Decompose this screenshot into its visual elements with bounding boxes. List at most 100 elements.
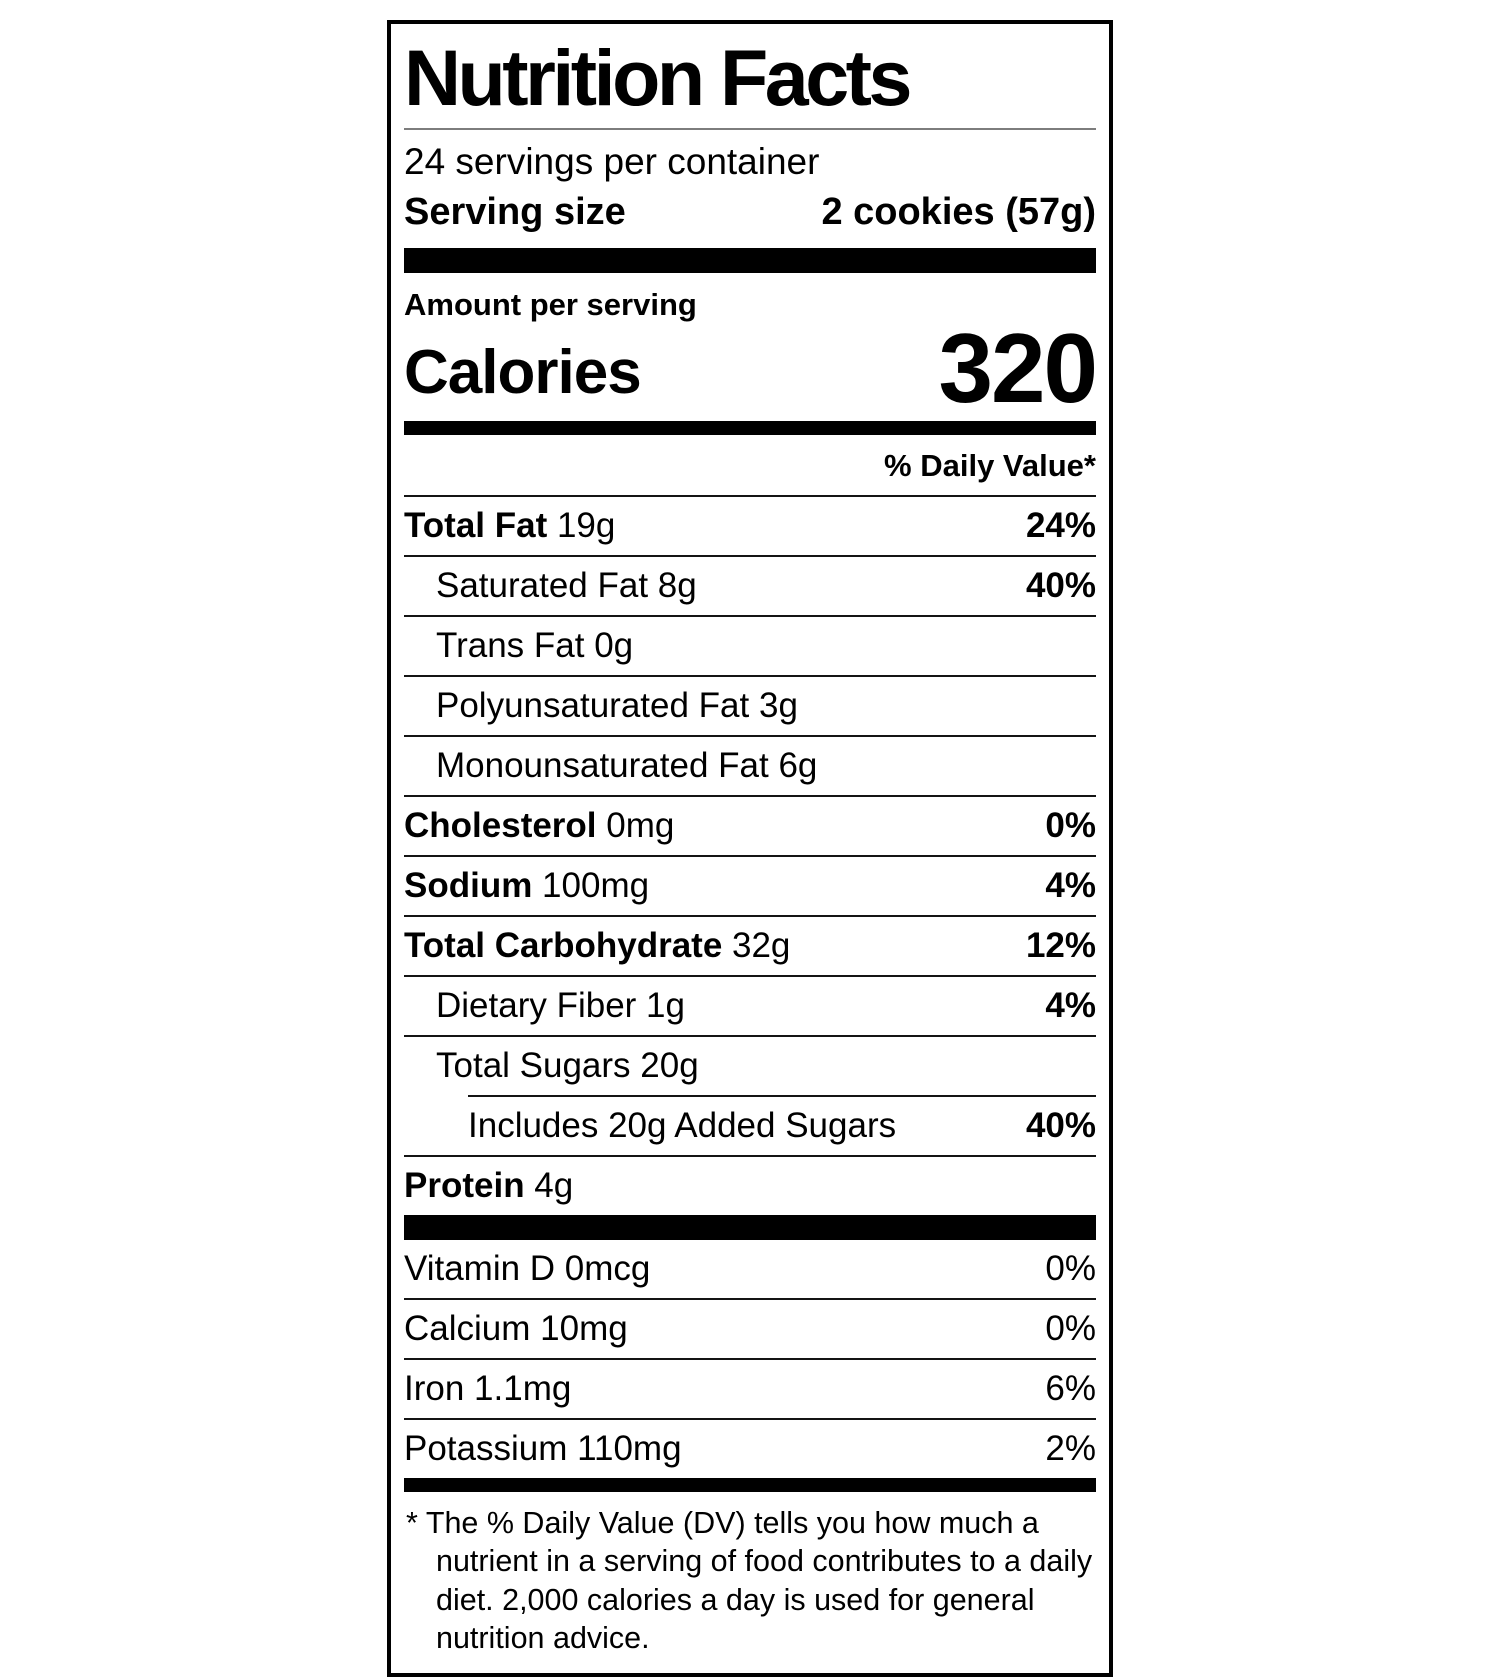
vitamin-amount: 10mg bbox=[530, 1308, 628, 1348]
nutrient-amount: 0mg bbox=[596, 805, 675, 845]
nutrient-row: Sodium 100mg 4% bbox=[404, 854, 1096, 915]
row-divider bbox=[468, 1094, 1096, 1097]
footnote-body: The % Daily Value (DV) tells you how muc… bbox=[425, 1505, 1093, 1655]
section-bar-thick-vitamins bbox=[404, 1214, 1096, 1240]
nutrient-row-label: Saturated Fat 8g bbox=[436, 566, 697, 606]
vitamin-daily-value: 2% bbox=[1045, 1428, 1096, 1468]
nutrient-daily-value: 40% bbox=[1025, 1105, 1096, 1145]
nutrient-amount: 3g bbox=[749, 685, 798, 725]
vitamin-name: Potassium bbox=[404, 1428, 568, 1468]
row-divider bbox=[404, 614, 1096, 617]
vitamin-row-label: Calcium 10mg bbox=[404, 1309, 628, 1349]
nutrient-amount: 1g bbox=[636, 985, 685, 1025]
daily-value-header: % Daily Value* bbox=[884, 447, 1096, 483]
nutrient-name: Trans Fat bbox=[436, 625, 585, 665]
vitamin-row: Iron 1.1mg 6% bbox=[404, 1357, 1096, 1418]
row-divider bbox=[404, 794, 1096, 797]
nutrient-name: Total Carbohydrate bbox=[404, 925, 723, 965]
nutrient-row: Total Sugars 20g bbox=[404, 1034, 1096, 1095]
nutrient-row: Saturated Fat 8g 40% bbox=[404, 554, 1096, 615]
nutrition-facts-label: Nutrition Facts 24 servings per containe… bbox=[387, 20, 1113, 1677]
footnote-text: * The % Daily Value (DV) tells you how m… bbox=[406, 1504, 1096, 1658]
nutrient-row-label: Polyunsaturated Fat 3g bbox=[436, 686, 798, 726]
nutrient-row-label: Protein 4g bbox=[404, 1166, 573, 1206]
nutrient-row: Polyunsaturated Fat 3g bbox=[404, 674, 1096, 735]
row-divider bbox=[404, 1034, 1096, 1037]
nutrient-name: Protein bbox=[404, 1165, 525, 1205]
nutrient-row-label: Cholesterol 0mg bbox=[404, 806, 674, 846]
section-bar-mid-footnote bbox=[404, 1477, 1096, 1492]
serving-size-row: Serving size 2 cookies (57g) bbox=[404, 187, 1096, 248]
nutrient-amount: 8g bbox=[648, 565, 697, 605]
vitamin-daily-value: 6% bbox=[1045, 1368, 1096, 1408]
nutrient-name: Saturated Fat bbox=[436, 565, 649, 605]
nutrient-daily-value: 12% bbox=[1025, 925, 1096, 965]
row-divider bbox=[404, 1417, 1096, 1420]
nutrient-daily-value: 4% bbox=[1045, 865, 1096, 905]
vitamin-daily-value: 0% bbox=[1045, 1248, 1096, 1288]
vitamin-row: Vitamin D 0mcg 0% bbox=[404, 1240, 1096, 1298]
calories-row: Calories 320 bbox=[404, 312, 1098, 423]
row-divider bbox=[404, 674, 1096, 677]
serving-size-value: 2 cookies (57g) bbox=[821, 190, 1096, 233]
nutrient-amount: 100mg bbox=[532, 865, 650, 905]
vitamin-row: Potassium 110mg 2% bbox=[404, 1417, 1096, 1478]
servings-per-container: 24 servings per container bbox=[404, 141, 820, 183]
nutrient-name: Monounsaturated Fat bbox=[436, 745, 769, 785]
footnote-marker: * bbox=[406, 1505, 418, 1540]
vitamin-row-label: Potassium 110mg bbox=[404, 1429, 682, 1469]
nutrient-name: Sodium bbox=[404, 865, 533, 905]
nutrient-daily-value: 0% bbox=[1045, 805, 1096, 845]
nutrient-daily-value: 24% bbox=[1025, 505, 1096, 545]
nutrient-row-label: Sodium 100mg bbox=[404, 866, 649, 906]
nutrient-row-label: Total Fat 19g bbox=[404, 506, 615, 546]
vitamin-daily-value: 0% bbox=[1045, 1308, 1096, 1348]
nutrient-amount: 4g bbox=[524, 1165, 574, 1205]
vitamin-table: Vitamin D 0mcg 0% Calcium 10mg 0% Iron 1.1mg… bbox=[404, 1240, 1096, 1478]
nutrient-row-label: Dietary Fiber 1g bbox=[436, 986, 685, 1026]
row-divider bbox=[404, 494, 1096, 497]
nutrient-name: Polyunsaturated Fat bbox=[436, 685, 750, 725]
nutrient-name: Dietary Fiber bbox=[436, 985, 637, 1025]
nutrient-daily-value: 40% bbox=[1025, 565, 1096, 605]
title-divider bbox=[404, 128, 1096, 131]
nutrient-name: Cholesterol bbox=[404, 805, 597, 845]
vitamin-amount: 110mg bbox=[567, 1428, 682, 1468]
nutrient-daily-value: 4% bbox=[1045, 985, 1096, 1025]
calories-label: Calories bbox=[404, 337, 642, 407]
nutrient-amount: 32g bbox=[722, 925, 791, 965]
calories-value: 320 bbox=[938, 312, 1098, 423]
vitamin-name: Iron bbox=[404, 1368, 465, 1408]
vitamin-name: Vitamin D bbox=[404, 1248, 556, 1288]
vitamin-row-label: Iron 1.1mg bbox=[404, 1369, 571, 1409]
amount-per-serving-label: Amount per serving bbox=[404, 286, 697, 322]
vitamin-amount: 1.1mg bbox=[464, 1368, 572, 1408]
nutrient-row-label: Total Carbohydrate 32g bbox=[404, 926, 790, 966]
nutrient-table: Total Fat 19g 24% Saturated Fat 8g 40% Trans… bbox=[404, 494, 1096, 1215]
nutrient-row: Monounsaturated Fat 6g bbox=[404, 734, 1096, 795]
nutrient-row: Cholesterol 0mg 0% bbox=[404, 794, 1096, 855]
row-divider bbox=[404, 1154, 1096, 1157]
row-divider bbox=[404, 1357, 1096, 1360]
vitamin-amount: 0mcg bbox=[555, 1248, 651, 1288]
row-divider bbox=[404, 734, 1096, 737]
row-divider bbox=[404, 914, 1096, 917]
nutrient-row-label: Monounsaturated Fat 6g bbox=[436, 746, 817, 786]
row-divider bbox=[404, 554, 1096, 557]
nutrient-name: Total Sugars bbox=[436, 1045, 631, 1085]
nutrient-row: Protein 4g bbox=[404, 1154, 1096, 1215]
nutrient-amount: 19g bbox=[547, 505, 616, 545]
nutrient-row: Total Fat 19g 24% bbox=[404, 494, 1096, 555]
nutrient-row: Trans Fat 0g bbox=[404, 614, 1096, 675]
vitamin-row-label: Vitamin D 0mcg bbox=[404, 1249, 650, 1289]
nutrient-row: Includes 20g Added Sugars 40% bbox=[404, 1094, 1096, 1155]
section-bar-thick-top bbox=[404, 247, 1096, 273]
row-divider bbox=[404, 1297, 1096, 1300]
section-bar-mid-calories bbox=[404, 420, 1096, 435]
nutrient-name: Includes 20g Added Sugars bbox=[468, 1105, 897, 1145]
nutrient-row-label: Total Sugars 20g bbox=[436, 1046, 699, 1086]
nutrient-amount: 0g bbox=[584, 625, 634, 665]
nutrient-amount: 20g bbox=[630, 1045, 699, 1085]
row-divider bbox=[404, 974, 1096, 977]
nutrient-row-label: Trans Fat 0g bbox=[436, 626, 633, 666]
